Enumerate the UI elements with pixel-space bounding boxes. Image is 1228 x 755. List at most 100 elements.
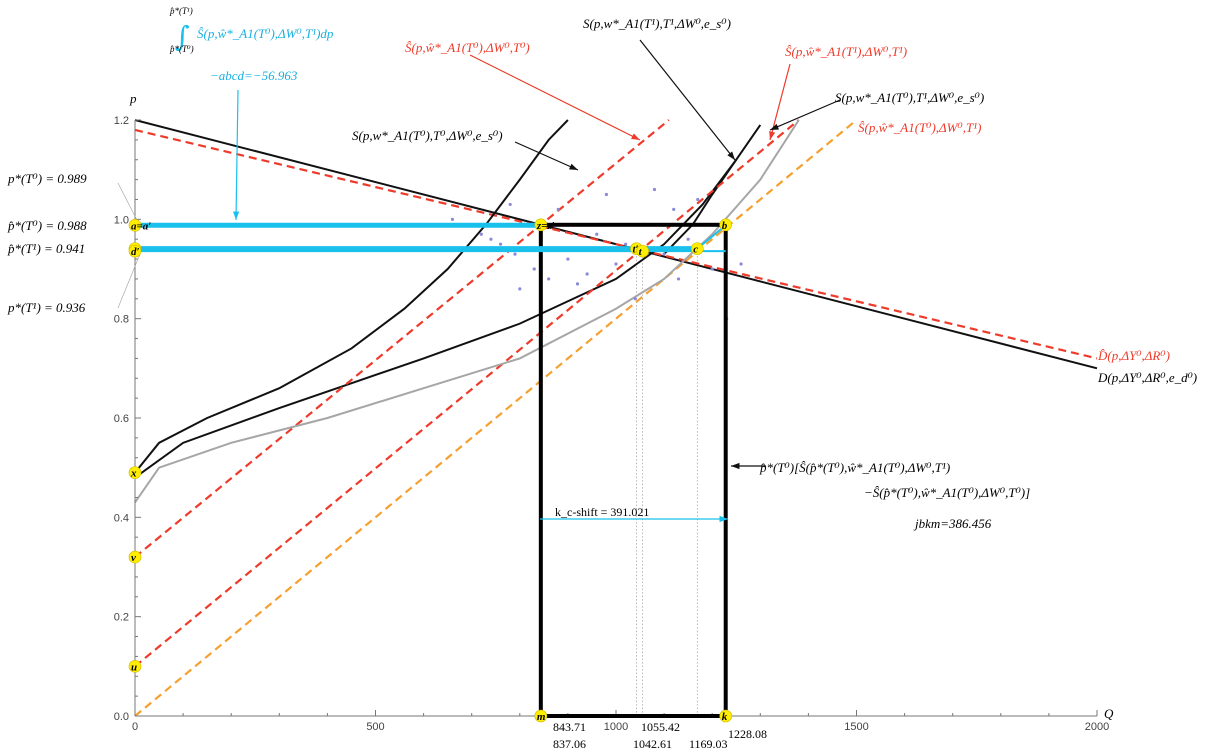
jbkm-value: jbkm=386.456 [913,516,992,531]
integral-body: Ŝ(p,ŵ*_A1(T⁰),ΔW⁰,T¹)dp [197,26,334,41]
point-marker-10 [128,466,142,479]
scatter-point-29 [739,262,743,266]
scatter-point-8 [532,267,536,271]
series-line-3 [134,159,738,479]
y-tick-label: 0.2 [114,612,129,624]
point-label-1: a=a′ [131,220,151,232]
scatter-point-21 [652,187,657,192]
qty-label-1042: 1042.61 [633,737,672,751]
x-tick-label: 500 [366,721,384,733]
point-marker-2 [719,218,733,232]
point-label-2: b [722,220,728,232]
arrow-integral [235,89,239,221]
scatter-point-25 [686,237,690,241]
series-line-5 [134,119,670,558]
scatter-point-23 [672,207,676,211]
label-pstar-t1: p*(T¹) = 0.936 [7,300,86,315]
x-tick-label: 1000 [604,721,628,733]
label-s-t0-t0: S(p,w*_A1(T⁰),T⁰,ΔW⁰,e_s⁰) [352,128,503,143]
scatter-point-1 [479,232,483,236]
label-shat-t1-t1: Ŝ(p,ŵ*_A1(T¹),ΔW⁰,T¹) [785,44,907,59]
arrow-s-t0-t0 [514,141,579,171]
point-marker-3 [691,242,704,255]
label-phat-t1: p̂*(T¹) = 0.941 [7,241,85,256]
arrow-s-t1-t1 [639,39,736,161]
series-line-1 [134,128,1098,360]
point-label-9: k [722,711,728,723]
y-axis-title: p [129,91,137,106]
y-tick-label: 0.4 [114,512,129,524]
y-tick-label: 1.0 [114,214,129,226]
jbkm-formula-line1: p̂*(T⁰)[Ŝ(p̂*(T⁰),ŵ*_A1(T⁰),ΔW⁰,T¹) [759,460,950,475]
arrow-integral-head [233,211,240,220]
arrow-s-t1-t1-head [727,151,735,160]
scatter-point-5 [513,252,517,256]
arrow-shat-t0-t0 [469,54,641,141]
jbkm-formula-line2: −Ŝ(p̂*(T⁰),ŵ*_A1(T⁰),ΔW⁰,T⁰)] [864,485,1030,500]
scatter-point-16 [604,192,608,197]
series-layer [134,119,1098,717]
scatter-point-0 [450,217,455,221]
scatter-point-2 [489,237,493,241]
scatter-point-14 [585,272,589,276]
point-marker-5 [128,244,142,258]
integral-annotation: p̂*(T¹) ∫ p̂*(T⁰) Ŝ(p,ŵ*_A1(T⁰),ΔW⁰,T¹)d… [169,6,334,83]
leader-pstar-t0 [117,182,141,227]
leader-pstar-t1 [117,253,141,309]
label-d: D(p,ΔY⁰,ΔR⁰,e_d⁰) [1097,370,1197,385]
arrow-jbkm-head [731,462,740,470]
arrow-s-t0-t0-head [569,163,578,170]
series-line-2 [134,119,569,474]
arrow-shat-t0-t0-head [631,133,640,140]
label-shat-t0-t1: Ŝ(p,ŵ*_A1(T⁰),ΔW⁰,T¹) [858,120,981,135]
kc-shift-label: k_c-shift = 391.021 [555,505,649,519]
point-label-5: d′ [131,246,140,258]
point-label-11: v [131,552,136,564]
arrow-s-t0-t1-head [770,123,779,130]
scatter-point-3 [498,242,503,246]
scatter-point-11 [556,207,560,211]
scatter-point-22 [662,252,666,256]
x-axis-title: Q [1104,706,1114,721]
series-line-4 [663,124,762,255]
point-label-12: u [131,661,137,673]
scatter-point-13 [575,282,580,286]
integral-sign: ∫ [175,20,190,53]
qty-label-843: 843.71 [553,720,586,734]
label-s-t0-t1: S(p,w*_A1(T⁰),T¹,ΔW⁰,e_s⁰) [835,90,984,105]
abcd-label: −abcd=−56.963 [210,68,298,83]
point-marker-1 [128,218,142,232]
scatter-point-26 [696,197,700,202]
scatter-point-18 [624,242,628,246]
annotation-layer: p Q p̂*(T¹) ∫ p̂*(T⁰) Ŝ(p,ŵ*_A1(T⁰),ΔW⁰,… [7,6,1197,751]
point-label-3: c [693,244,698,256]
point-label-10: x [130,468,137,480]
point-marker-12 [128,660,142,673]
label-s-t1-t1: S(p,w*_A1(T¹),T¹,ΔW⁰,e_s⁰) [583,16,731,31]
point-marker-7 [636,244,649,258]
y-tick-label: 1.2 [114,115,129,127]
qty-label-1055: 1055.42 [641,720,680,734]
scatter-point-15 [595,232,599,236]
scatter-point-6 [518,287,522,291]
arrow-shat-t1-t1-head [769,131,776,140]
point-marker-8 [534,709,548,723]
jbkm-rectangle [538,222,728,718]
scatter-point-19 [633,297,637,301]
point-marker-11 [128,550,142,564]
x-tick-label: 0 [132,721,138,733]
point-label-6: t′ [632,244,638,256]
scatter-point-4 [508,202,512,207]
label-d-hat: D̂(p,ΔY⁰,ΔR⁰) [1097,348,1170,363]
integral-upper-limit: p̂*(T¹) [169,6,193,16]
series-line-7 [134,119,858,717]
scatter-point-17 [614,262,618,266]
arrow-s-t0-t1 [769,99,841,131]
series-line-8 [134,119,800,504]
label-shat-t0-t0: Ŝ(p,ŵ*_A1(T⁰),ΔW⁰,T⁰) [405,40,530,55]
arrow-kc-shift-head [719,515,728,523]
point-label-8: m [537,711,546,723]
qty-label-1169: 1169.03 [689,737,728,751]
y-tick-label: 0.0 [114,711,129,723]
